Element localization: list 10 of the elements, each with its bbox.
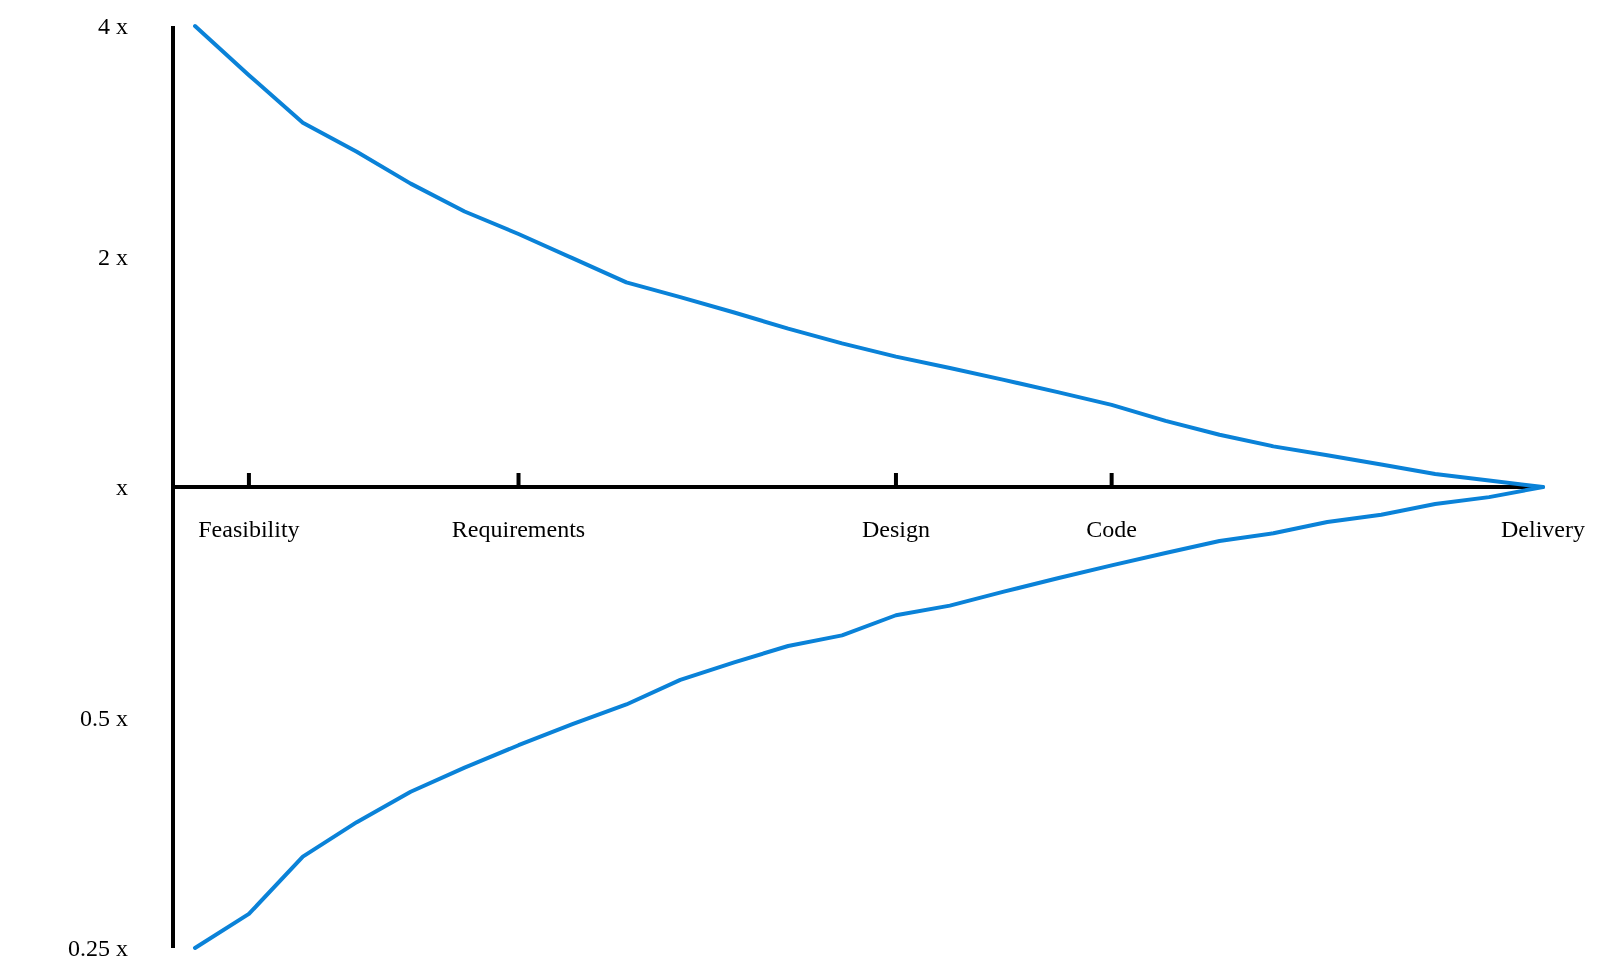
- y-tick-label: 4 x: [98, 13, 128, 40]
- x-tick-label: Requirements: [451, 516, 586, 542]
- y-tick-label: 0.25 x: [68, 935, 128, 962]
- x-tick-label: Feasibility: [198, 516, 300, 542]
- y-tick-label: x: [116, 474, 128, 501]
- x-tick-label: Code: [1086, 516, 1137, 542]
- x-tick-label: Delivery: [1501, 516, 1585, 542]
- y-tick-label: 0.5 x: [80, 704, 128, 731]
- y-tick-label: 2 x: [98, 243, 128, 270]
- x-tick-label: Design: [861, 516, 930, 542]
